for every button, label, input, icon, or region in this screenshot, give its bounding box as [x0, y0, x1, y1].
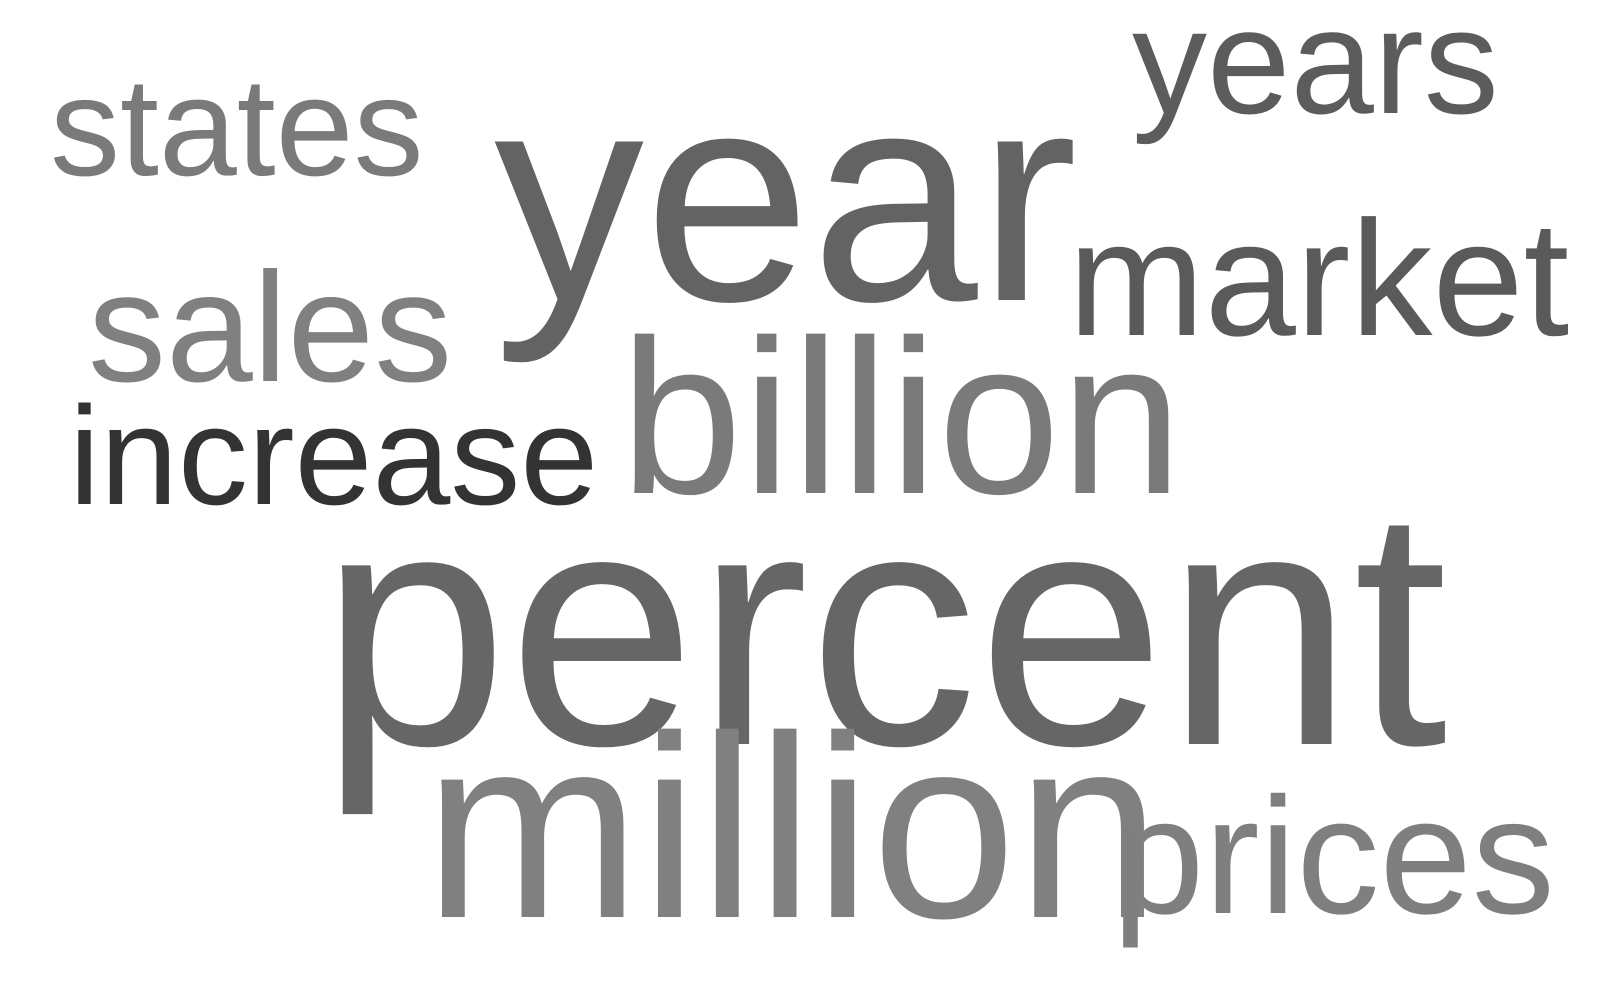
- word-market: market: [1068, 187, 1570, 370]
- word-sales: sales: [88, 241, 453, 415]
- word-prices: prices: [1112, 764, 1555, 949]
- word-billion: billion: [620, 294, 1183, 540]
- word-years: years: [1132, 0, 1499, 145]
- word-year: year: [494, 28, 1078, 364]
- word-percent: percent: [320, 438, 1448, 816]
- word-million: million: [424, 683, 1161, 973]
- word-increase: increase: [69, 377, 599, 534]
- word-states: states: [50, 48, 424, 205]
